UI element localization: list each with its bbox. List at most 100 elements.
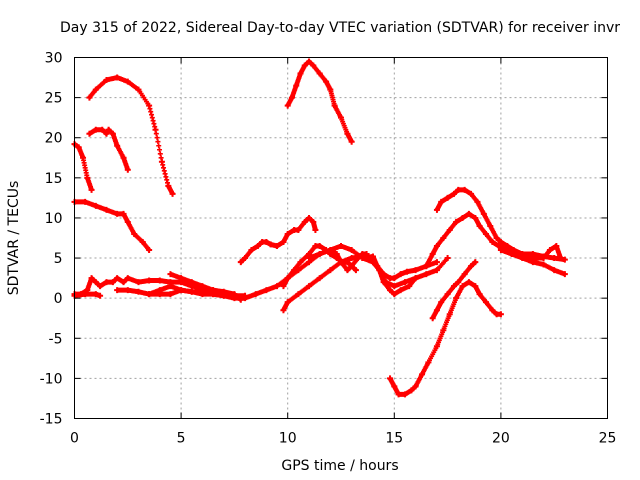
data-point xyxy=(124,275,131,282)
data-point xyxy=(455,279,462,286)
data-point xyxy=(391,283,398,290)
data-point xyxy=(97,283,104,290)
data-point xyxy=(395,391,402,398)
series-arc-20 xyxy=(497,247,568,278)
data-point xyxy=(468,263,475,270)
data-point xyxy=(387,375,394,382)
data-point xyxy=(508,251,515,258)
data-point xyxy=(327,247,334,254)
data-point xyxy=(461,186,468,193)
data-point xyxy=(220,291,227,298)
x-axis-label: GPS time / hours xyxy=(281,458,398,474)
data-point xyxy=(468,190,475,197)
data-point xyxy=(114,275,121,282)
x-tick-label: 10 xyxy=(279,431,297,447)
data-point xyxy=(344,267,351,274)
data-point xyxy=(97,292,104,299)
data-point xyxy=(487,222,494,229)
data-point xyxy=(88,275,95,282)
series-arc-10 xyxy=(237,214,319,266)
x-tick-label: 5 xyxy=(177,431,186,447)
data-point xyxy=(135,86,142,93)
data-point xyxy=(429,251,436,258)
data-point xyxy=(440,235,447,241)
data-point xyxy=(92,291,99,298)
data-point xyxy=(472,259,479,266)
series-arc-17 xyxy=(429,259,479,322)
data-point xyxy=(291,267,298,274)
data-point xyxy=(493,235,500,241)
y-tick-label: 20 xyxy=(45,131,63,147)
data-point xyxy=(406,283,413,290)
data-point xyxy=(105,126,112,133)
data-point xyxy=(433,243,440,250)
data-point xyxy=(237,259,244,266)
data-point xyxy=(75,144,82,151)
data-point xyxy=(124,166,131,173)
data-point xyxy=(316,275,323,282)
data-point xyxy=(423,263,430,270)
data-point xyxy=(252,291,259,298)
data-point xyxy=(482,230,489,237)
data-point xyxy=(210,287,217,294)
data-point xyxy=(344,130,351,137)
y-tick-label: 30 xyxy=(45,51,63,67)
data-point xyxy=(459,283,466,290)
data-point xyxy=(274,283,281,290)
data-point xyxy=(86,130,93,137)
data-point xyxy=(99,126,106,133)
data-point xyxy=(397,271,404,278)
chart-title: Day 315 of 2022, Sidereal Day-to-day VTE… xyxy=(60,20,620,36)
data-point xyxy=(453,295,460,302)
data-point xyxy=(280,239,287,246)
data-point xyxy=(280,283,287,290)
data-point xyxy=(131,230,138,237)
data-point xyxy=(310,218,317,225)
data-point xyxy=(476,291,483,298)
data-points-layer xyxy=(71,58,568,398)
series-arc-2 xyxy=(86,126,131,173)
data-point xyxy=(109,130,116,137)
data-point xyxy=(293,82,300,89)
data-point xyxy=(178,287,185,294)
data-point xyxy=(169,190,176,197)
data-point xyxy=(109,279,116,286)
data-point xyxy=(124,218,131,225)
data-point xyxy=(497,247,504,254)
data-point xyxy=(284,275,291,282)
data-point xyxy=(344,259,351,266)
data-point xyxy=(288,94,295,101)
data-point xyxy=(429,315,436,322)
data-point xyxy=(156,291,163,298)
data-point xyxy=(423,271,430,278)
data-point xyxy=(553,243,560,250)
data-point xyxy=(84,174,91,181)
data-point xyxy=(438,198,445,205)
data-point xyxy=(167,283,174,290)
data-point xyxy=(135,279,142,286)
data-point xyxy=(380,271,387,278)
data-point xyxy=(284,299,291,306)
data-point xyxy=(310,62,317,69)
series-arc-16 xyxy=(387,279,504,398)
data-point xyxy=(263,239,270,246)
data-point xyxy=(453,218,460,225)
data-point xyxy=(146,247,153,254)
data-point xyxy=(476,222,483,229)
data-point xyxy=(474,198,481,205)
data-point xyxy=(295,291,302,298)
data-point xyxy=(248,247,255,254)
data-point xyxy=(254,243,261,250)
data-point xyxy=(497,239,504,246)
data-point xyxy=(472,283,479,290)
data-point xyxy=(472,214,479,221)
y-tick-label: -5 xyxy=(49,331,63,347)
data-point xyxy=(297,70,304,77)
data-point xyxy=(540,255,547,262)
data-point xyxy=(120,279,127,286)
data-point xyxy=(124,78,131,85)
data-point xyxy=(551,255,558,262)
data-point xyxy=(359,255,366,262)
data-point xyxy=(561,271,568,278)
